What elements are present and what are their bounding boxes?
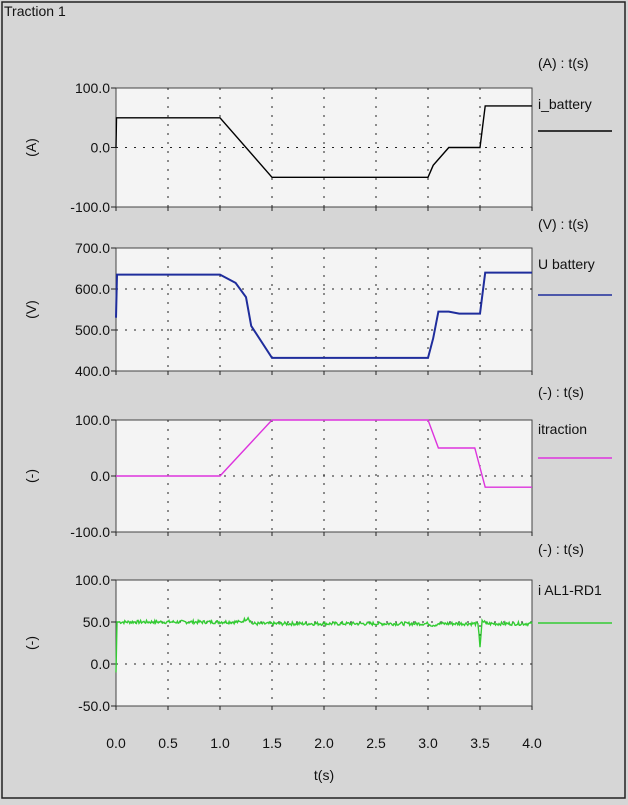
x-tick-label: 4.0 [522,735,542,751]
panel-units-header: (V) : t(s) [538,216,589,232]
plot-area [115,247,533,372]
legend-label: U battery [538,256,595,272]
x-tick-label: 1.5 [262,735,282,751]
y-axis-label: (-) [23,469,39,483]
y-tick-label: 50.0 [83,614,110,630]
y-tick-label: 600.0 [75,281,110,297]
window-title: Traction 1 [4,3,66,19]
y-tick-label: 700.0 [75,240,110,256]
y-tick-label: -100.0 [70,199,110,215]
y-tick-label: -50.0 [78,698,110,714]
legend-label: i_battery [538,96,592,112]
legend-label: itraction [538,421,587,437]
panel-units-header: (-) : t(s) [538,541,584,557]
series-line [115,616,533,673]
y-tick-label: 0.0 [91,656,111,672]
y-tick-label: -100.0 [70,524,110,540]
y-tick-label: 0.0 [91,140,111,156]
panel-units-header: (A) : t(s) [538,55,589,71]
panel-units-header: (-) : t(s) [538,384,584,400]
series-line [116,419,532,488]
y-axis-label: (-) [23,636,39,650]
series-line [115,271,532,359]
y-tick-label: 100.0 [75,80,110,96]
x-tick-label: 3.0 [418,735,438,751]
x-tick-label: 0.0 [106,735,126,751]
y-tick-label: 100.0 [75,572,110,588]
y-axis-label: (V) [23,300,39,319]
x-tick-label: 3.5 [470,735,490,751]
x-tick-label: 1.0 [210,735,230,751]
y-tick-label: 400.0 [75,363,110,379]
series-line [115,105,532,178]
x-axis-label: t(s) [314,767,334,783]
x-tick-label: 2.0 [314,735,334,751]
legend-label: i AL1-RD1 [538,582,602,598]
y-tick-label: 500.0 [75,322,110,338]
y-tick-label: 0.0 [91,468,111,484]
y-axis-label: (A) [23,138,39,157]
y-tick-label: 100.0 [75,412,110,428]
x-tick-label: 0.5 [158,735,178,751]
x-tick-label: 2.5 [366,735,386,751]
